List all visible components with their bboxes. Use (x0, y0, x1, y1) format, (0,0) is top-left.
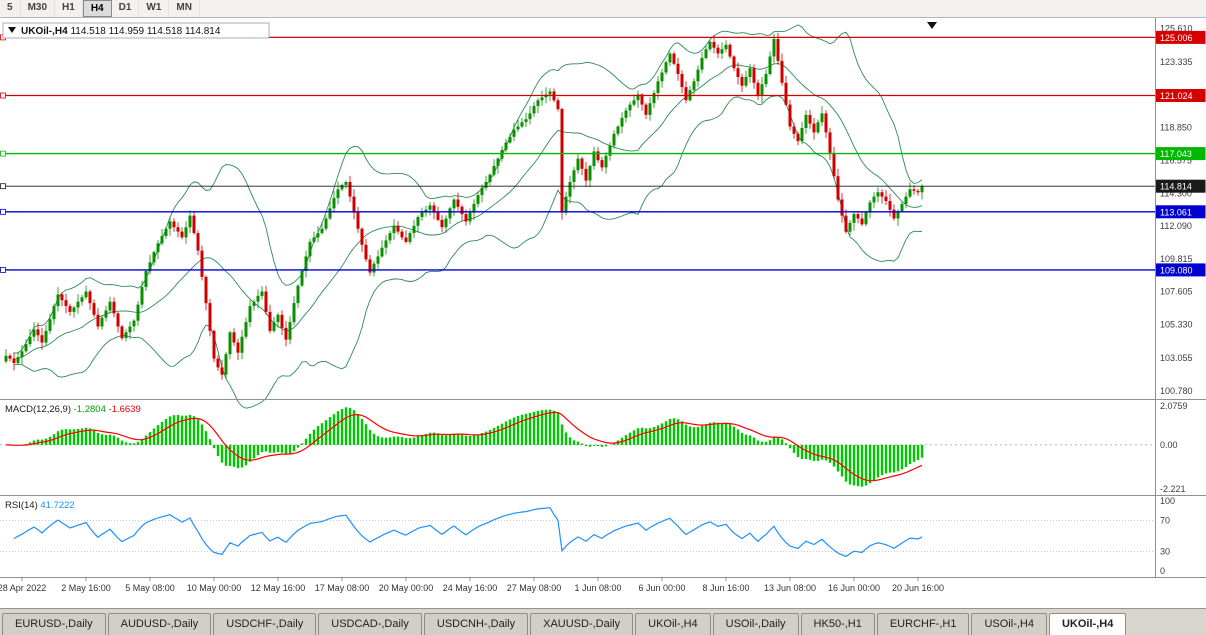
svg-text:12 May 16:00: 12 May 16:00 (251, 583, 306, 593)
svg-text:107.605: 107.605 (1160, 286, 1193, 296)
chart-area[interactable]: 125.610123.335121.060118.850116.575114.3… (0, 18, 1206, 608)
svg-text:28 Apr 2022: 28 Apr 2022 (0, 583, 46, 593)
price-label (1155, 30, 1206, 44)
svg-text:109.080: 109.080 (1160, 265, 1193, 275)
chart-tab-audusd-daily[interactable]: AUDUSD-,Daily (107, 613, 212, 635)
svg-text:70: 70 (1160, 515, 1170, 525)
svg-text:100: 100 (1160, 496, 1175, 506)
chart-title: UKOil-,H4 114.518 114.959 114.518 114.81… (2, 22, 270, 39)
chart-tab-usdchf-daily[interactable]: USDCHF-,Daily (213, 613, 317, 635)
horizontal-line[interactable]: 117.043 (0, 147, 1206, 161)
timeframe-toolbar: 5 M30 H1 H4 D1 W1 MN (0, 0, 1206, 18)
timeframe-h1[interactable]: H1 (55, 0, 83, 17)
svg-text:109.815: 109.815 (1160, 254, 1193, 264)
timeframe-5[interactable]: 5 (0, 0, 21, 17)
horizontal-line[interactable]: 113.061 (0, 205, 1206, 219)
symbol-dropdown-icon (8, 27, 16, 33)
svg-text:6 Jun 00:00: 6 Jun 00:00 (638, 583, 685, 593)
candlesticks (4, 32, 924, 380)
svg-text:0.00: 0.00 (1160, 440, 1178, 450)
chart-tab-usdcnh-daily[interactable]: USDCNH-,Daily (423, 613, 529, 635)
chart-tab-usoil-daily[interactable]: USOil-,Daily (712, 613, 799, 635)
svg-text:100.780: 100.780 (1160, 386, 1193, 396)
chart-shift-marker-icon[interactable] (927, 22, 937, 29)
svg-text:118.850: 118.850 (1160, 122, 1192, 132)
timeframe-m30[interactable]: M30 (21, 0, 56, 17)
svg-text:0: 0 (1160, 566, 1165, 576)
timeframe-h4[interactable]: H4 (82, 0, 112, 17)
svg-text:114.300: 114.300 (1160, 189, 1192, 199)
svg-text:1 Jun 08:00: 1 Jun 08:00 (574, 583, 621, 593)
chart-tab-ukoil-h4[interactable]: UKOil-,H4 (635, 613, 711, 635)
svg-text:UKOil-,H4 114.518 114.959 114.: UKOil-,H4 114.518 114.959 114.518 114.81… (21, 26, 221, 37)
svg-text:2.0759: 2.0759 (1160, 401, 1188, 411)
chart-tab-usoil-h4[interactable]: USOil-,H4 (971, 613, 1047, 635)
panel-borders (0, 18, 1206, 578)
svg-text:20 May 00:00: 20 May 00:00 (379, 583, 434, 593)
svg-text:17 May 08:00: 17 May 08:00 (315, 583, 370, 593)
price-label (1155, 263, 1206, 277)
chart-tab-bar: EURUSD-,Daily AUDUSD-,Daily USDCHF-,Daily U… (0, 608, 1206, 635)
svg-text:125.006: 125.006 (1160, 33, 1193, 43)
svg-text:121.024: 121.024 (1160, 91, 1193, 101)
svg-text:125.610: 125.610 (1160, 24, 1193, 34)
chart-tab-ukoil-h4[interactable]: UKOil-,H4 (1048, 613, 1127, 635)
chart-tab-eurchf-h1[interactable]: EURCHF-,H1 (876, 613, 970, 635)
horizontal-line[interactable]: 121.024 (0, 89, 1206, 102)
svg-text:116.575: 116.575 (1160, 156, 1192, 166)
svg-text:112.090: 112.090 (1160, 221, 1192, 231)
svg-text:105.330: 105.330 (1160, 320, 1193, 330)
svg-text:114.814: 114.814 (1160, 182, 1192, 192)
price-label (1155, 147, 1206, 161)
svg-text:117.043: 117.043 (1160, 149, 1192, 159)
timeframe-d1[interactable]: D1 (112, 0, 140, 17)
chart-tab-hk50-h1[interactable]: HK50-,H1 (800, 613, 875, 635)
svg-text:27 May 08:00: 27 May 08:00 (507, 583, 562, 593)
price-label (1155, 179, 1206, 193)
svg-text:13 Jun 08:00: 13 Jun 08:00 (764, 583, 816, 593)
chart-canvas[interactable]: 125.610123.335121.060118.850116.575114.3… (0, 18, 1206, 608)
macd-label: MACD(12,26,9) -1.2804 -1.6639 (5, 404, 141, 415)
svg-text:16 Jun 00:00: 16 Jun 00:00 (828, 583, 880, 593)
svg-text:103.055: 103.055 (1160, 353, 1193, 363)
svg-text:-2.221: -2.221 (1160, 484, 1186, 494)
price-label (1155, 89, 1206, 102)
svg-text:113.061: 113.061 (1160, 207, 1192, 217)
rsi-line (13, 507, 923, 558)
chart-tab-usdcad-daily[interactable]: USDCAD-,Daily (318, 613, 422, 635)
svg-text:24 May 16:00: 24 May 16:00 (443, 583, 498, 593)
svg-text:20 Jun 16:00: 20 Jun 16:00 (892, 583, 944, 593)
chart-tab-xauusd-daily[interactable]: XAUUSD-,Daily (530, 613, 634, 635)
svg-text:8 Jun 16:00: 8 Jun 16:00 (702, 583, 749, 593)
svg-text:10 May 00:00: 10 May 00:00 (187, 583, 242, 593)
svg-text:30: 30 (1160, 547, 1170, 557)
chart-tab-eurusd-daily[interactable]: EURUSD-,Daily (2, 613, 106, 635)
svg-text:5 May 08:00: 5 May 08:00 (125, 583, 175, 593)
macd-panel: 2.0759 0.00 -2.221 MACD(12,26,9) -1.2804 -1… (0, 401, 1188, 494)
current-price-line[interactable]: 114.814 (0, 179, 1206, 193)
rsi-panel: 100 70 30 0 RSI(14) 41.7222 (0, 496, 1175, 576)
timeframe-w1[interactable]: W1 (139, 0, 170, 17)
price-label (1155, 205, 1206, 219)
rsi-label: RSI(14) 41.7222 (5, 500, 75, 511)
svg-text:123.335: 123.335 (1160, 57, 1193, 67)
time-axis[interactable]: 28 Apr 2022 2 May 16:00 5 May 08:00 10 May … (0, 577, 944, 594)
svg-text:2 May 16:00: 2 May 16:00 (61, 583, 111, 593)
horizontal-line[interactable]: 109.080 (0, 263, 1206, 277)
timeframe-mn[interactable]: MN (169, 0, 200, 17)
macd-signal-line (5, 411, 923, 482)
